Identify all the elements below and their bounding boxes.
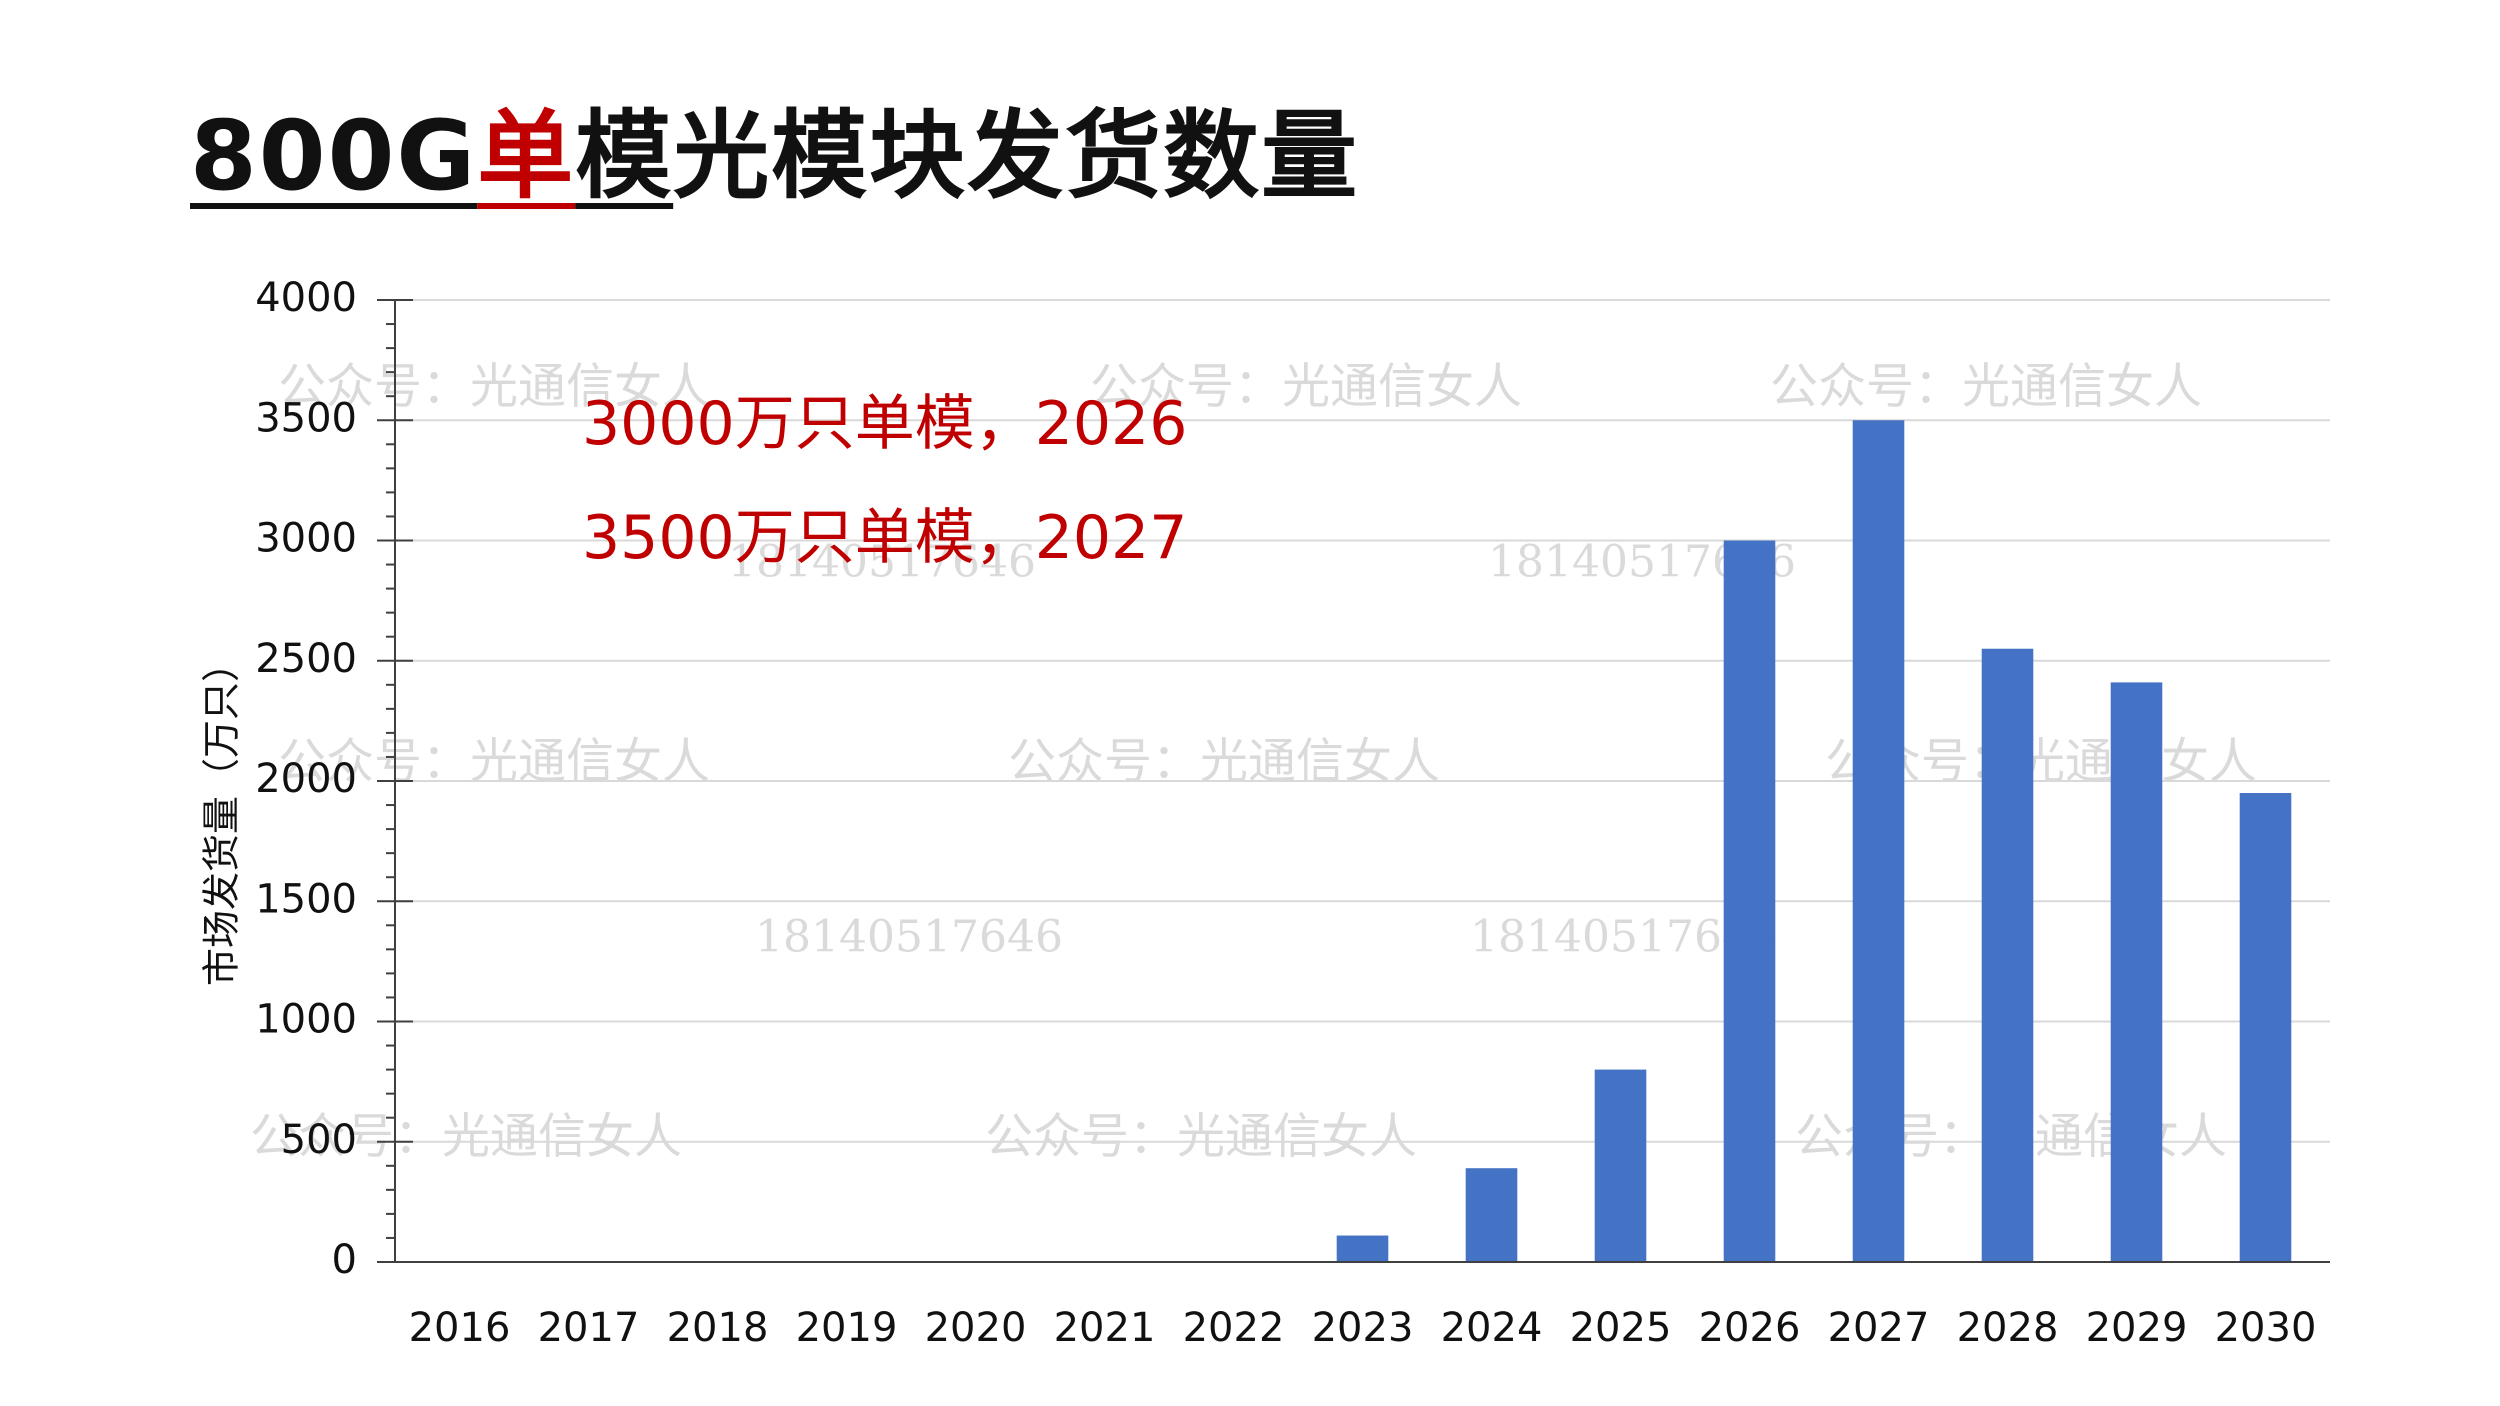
x-tick-label-2020: 2020 [925,1305,1027,1351]
y-axis-label: 市场发货量（万只） [200,644,244,986]
y-tick-label-4000: 4000 [255,275,357,321]
watermark-text-4: 公众号：光通信女人 [1008,734,1440,790]
x-tick-label-2017: 2017 [538,1305,640,1351]
bar-2029 [2110,682,2163,1262]
slide-title: 800G单模光模块发货数量 [190,108,1359,204]
annotation-2027: 3500万只单模，2027 [582,503,1188,573]
bar-2028 [1981,648,2034,1262]
annotation-2026: 3000万只单模，2026 [582,389,1188,459]
x-tick-label-2030: 2030 [2215,1305,2317,1351]
watermark-text-7: 公众号：光通信女人 [985,1109,1417,1165]
y-tick-label-1000: 1000 [255,997,357,1043]
watermark-text-6: 公众号：光通信女人 [250,1109,682,1165]
watermark-text-0: 公众号：光通信女人 [278,359,710,415]
y-tick-label-3000: 3000 [255,516,357,562]
x-tick-label-2023: 2023 [1312,1305,1414,1351]
watermark-text-3: 公众号：光通信女人 [278,734,710,790]
watermark-number-0: 18140517646 [728,537,1036,588]
y-tick-label-2500: 2500 [255,636,357,682]
x-tick-label-2029: 2029 [2086,1305,2188,1351]
title-part-accent: 单 [477,100,576,212]
x-tick-label-2026: 2026 [1699,1305,1801,1351]
axes [377,299,2330,1263]
x-tick-label-2028: 2028 [1957,1305,2059,1351]
title-part-800g: 800G [190,100,478,212]
y-tick-label-1500: 1500 [255,876,357,922]
bar-2023 [1336,1235,1389,1262]
x-tick-label-2027: 2027 [1828,1305,1930,1351]
title-part-mo: 模 [575,100,674,212]
watermark-number-2: 18140517646 [755,912,1063,963]
y-tick-label-3500: 3500 [255,395,357,441]
x-tick-label-2016: 2016 [409,1305,511,1351]
x-tick-label-2025: 2025 [1570,1305,1672,1351]
y-tick-label-500: 500 [281,1117,357,1163]
x-tick-label-2019: 2019 [796,1305,898,1351]
bars [1336,420,2292,1262]
y-tick-labels: 0 500 1000 1500 2000 2500 3000 3500 4000 [255,275,357,1283]
title-part-rest: 光模块发货数量 [673,100,1360,212]
bar-2025 [1594,1069,1647,1262]
x-tick-label-2022: 2022 [1183,1305,1285,1351]
x-tick-label-2021: 2021 [1054,1305,1156,1351]
y-tick-label-2000: 2000 [255,756,357,802]
watermark-text-1: 公众号：光通信女人 [1090,359,1522,415]
watermark-text-2: 公众号：光通信女人 [1770,359,2202,415]
bar-2026 [1723,540,1776,1262]
x-tick-label-2018: 2018 [667,1305,769,1351]
x-tick-label-2024: 2024 [1441,1305,1543,1351]
bar-2027 [1852,420,1905,1262]
bar-2024 [1465,1168,1518,1262]
y-tick-label-0: 0 [332,1237,357,1283]
bar-2030 [2239,793,2292,1262]
x-tick-labels: 2016 2017 2018 2019 2020 2021 2022 2023 2024 2025… [409,1305,2317,1351]
